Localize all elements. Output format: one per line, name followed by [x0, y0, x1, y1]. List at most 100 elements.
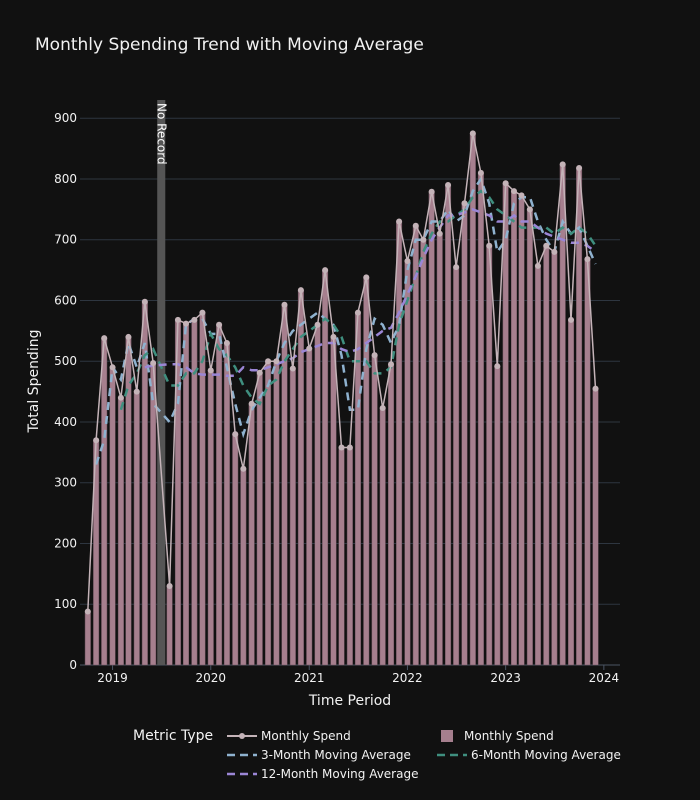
bar: [322, 269, 329, 666]
bar: [223, 342, 230, 666]
legend-label: 12-Month Moving Average: [261, 767, 418, 781]
monthly-spend-point: [240, 465, 247, 472]
legend-label: 6-Month Moving Average: [471, 748, 621, 762]
x-tick-label: 2024: [589, 671, 620, 685]
monthly-spend-point: [174, 316, 181, 323]
bar: [199, 312, 206, 666]
monthly-spend-point: [420, 236, 427, 243]
bar: [445, 184, 452, 666]
legend-title: Metric Type: [133, 728, 213, 744]
bar: [388, 364, 395, 666]
monthly-spend-point: [346, 444, 353, 451]
legend-item: 12-Month Moving Average: [227, 767, 418, 781]
y-tick-label: 200: [54, 536, 77, 550]
monthly-spend-point: [338, 444, 345, 451]
monthly-spend-point: [101, 335, 108, 342]
bar: [240, 468, 247, 666]
bar: [150, 362, 157, 666]
bar: [273, 360, 280, 666]
bar: [526, 209, 533, 666]
bar: [534, 265, 541, 666]
monthly-spend-point: [256, 369, 263, 376]
monthly-spend-point: [330, 333, 337, 340]
bar: [420, 239, 427, 666]
bar: [551, 251, 558, 666]
monthly-spend-point: [273, 358, 280, 365]
bar: [469, 133, 476, 666]
monthly-spend-point: [93, 437, 100, 444]
x-tick-label: 2020: [195, 671, 226, 685]
monthly-spend-point: [133, 388, 140, 395]
monthly-spend-point: [314, 321, 321, 328]
monthly-spend-point: [265, 358, 272, 365]
bar-series: [84, 133, 599, 666]
bar: [592, 388, 599, 666]
monthly-spend-point: [568, 316, 575, 323]
y-tick-label: 500: [54, 354, 77, 368]
bar: [101, 337, 108, 666]
bar: [109, 367, 116, 666]
bar: [584, 258, 591, 666]
no-record-band: [157, 100, 166, 665]
monthly-spend-point: [289, 365, 296, 372]
bar: [338, 447, 345, 666]
bar: [84, 611, 91, 666]
monthly-spend-point: [559, 161, 566, 168]
moving-average-line: [144, 208, 597, 378]
monthly-spend-point: [445, 182, 452, 189]
monthly-spend-point: [404, 257, 411, 264]
y-tick-label: 300: [54, 476, 77, 490]
bar: [125, 336, 132, 666]
y-tick-label: 600: [54, 293, 77, 307]
bar: [396, 221, 403, 666]
y-tick-label: 800: [54, 172, 77, 186]
bar: [543, 245, 550, 666]
legend-item: 6-Month Moving Average: [437, 748, 621, 762]
monthly-spend-point: [469, 130, 476, 137]
monthly-spend-point: [534, 262, 541, 269]
bar: [428, 191, 435, 666]
y-tick-label: 700: [54, 233, 77, 247]
legend-item: Monthly Spend: [227, 729, 351, 743]
bar: [133, 391, 140, 666]
monthly-spend-point: [436, 230, 443, 237]
monthly-spend-point: [477, 169, 484, 176]
bar: [117, 397, 124, 666]
monthly-spend-point: [199, 309, 206, 316]
x-axis-ticks: 2019 2020 2021 2022 2023 2024: [97, 665, 619, 685]
bar: [256, 372, 263, 666]
monthly-spend-point: [216, 321, 223, 328]
no-record-label: No Record: [154, 103, 168, 165]
monthly-spend-point: [494, 363, 501, 370]
bar: [379, 407, 386, 666]
monthly-spend-point: [526, 206, 533, 213]
bar: [510, 190, 517, 666]
bar: [568, 319, 575, 666]
monthly-spend-point: [453, 264, 460, 271]
bar: [404, 260, 411, 666]
x-tick-label: 2023: [490, 671, 521, 685]
bar: [412, 225, 419, 666]
y-axis-ticks: 0 100 200 300 400 500 600 700 800 900: [54, 111, 77, 672]
bar: [371, 354, 378, 666]
monthly-spend-point: [379, 405, 386, 412]
monthly-spend-point: [150, 360, 157, 367]
monthly-spend-point: [576, 165, 583, 172]
monthly-spend-point: [354, 309, 361, 316]
chart-title: Monthly Spending Trend with Moving Avera…: [35, 35, 424, 55]
monthly-spend-point: [363, 274, 370, 281]
bar: [461, 203, 468, 666]
monthly-spend-point: [322, 267, 329, 274]
bar: [306, 348, 313, 666]
legend-item: Monthly Spend: [441, 729, 554, 743]
legend-label: Monthly Spend: [464, 729, 554, 743]
bar: [494, 365, 501, 666]
monthly-spend-point: [117, 394, 124, 401]
x-axis-title: Time Period: [308, 693, 391, 709]
monthly-spend-point: [232, 431, 239, 438]
bar: [363, 277, 370, 666]
bar: [477, 172, 484, 666]
monthly-spend-point: [518, 192, 525, 199]
monthly-spend-point: [412, 222, 419, 229]
